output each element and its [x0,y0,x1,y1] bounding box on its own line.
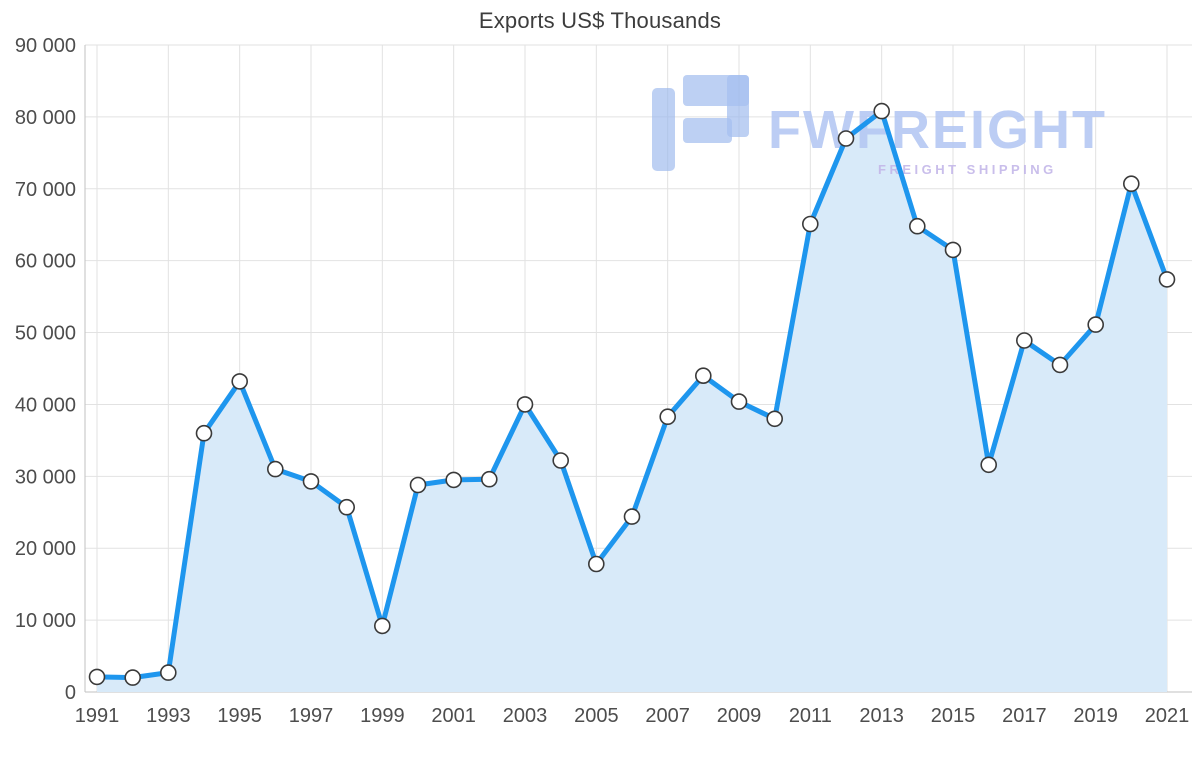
watermark: FWFREIGHT FREIGHT SHIPPING [652,75,1107,177]
data-point-marker[interactable] [231,373,248,390]
data-point-marker[interactable] [266,460,284,478]
axis-labels-layer: 1991 1993 1995 1997 1999 2001 2003 2005 2007 2009… [15,35,1189,727]
x-axis-tick-label: 2009 [717,705,762,727]
data-point-marker[interactable] [1051,356,1069,374]
data-point-marker[interactable] [659,408,677,426]
data-point-marker[interactable] [1158,271,1176,288]
data-point-marker[interactable] [801,215,819,233]
x-axis-tick-label: 2011 [789,705,832,727]
data-point-marker[interactable] [1123,175,1140,192]
x-axis-tick-label: 2013 [859,705,904,727]
data-point-marker[interactable] [88,668,106,686]
y-axis-tick-label: 70 000 [15,179,76,201]
data-point-marker[interactable] [445,471,463,489]
data-point-marker[interactable] [766,410,784,428]
x-axis-tick-label: 2005 [574,705,619,727]
y-axis-tick-label: 20 000 [15,538,76,560]
data-point-marker[interactable] [587,555,605,573]
data-point-marker[interactable] [980,456,998,474]
watermark-tagline-text: FREIGHT SHIPPING [878,162,1057,177]
y-axis-tick-label: 50 000 [15,323,76,345]
x-axis-tick-label: 1999 [360,705,405,727]
x-axis-tick-label: 2003 [503,705,548,727]
x-axis-tick-label: 2015 [931,705,976,727]
data-point-marker[interactable] [302,473,320,490]
y-axis-tick-label: 30 000 [15,466,76,488]
y-axis-tick-label: 10 000 [15,610,76,632]
data-point-marker[interactable] [409,476,427,494]
watermark-logo-icon [652,75,749,171]
x-axis-tick-label: 2017 [1002,705,1047,727]
watermark-brand-text: FWFREIGHT [768,100,1107,160]
data-point-marker[interactable] [516,396,534,413]
data-point-marker[interactable] [1016,332,1033,349]
data-point-marker[interactable] [552,452,570,469]
x-axis-tick-label: 1997 [289,705,334,727]
data-point-marker[interactable] [480,470,498,488]
y-axis-tick-label: 90 000 [15,35,76,57]
y-axis-tick-label: 60 000 [15,251,76,273]
data-point-marker[interactable] [837,130,855,147]
data-point-marker[interactable] [338,498,356,516]
x-axis-tick-label: 1995 [217,705,262,727]
area-layer [97,111,1167,693]
x-axis-tick-label: 2021 [1145,705,1190,727]
data-point-marker[interactable] [373,617,391,635]
data-point-marker[interactable] [730,393,748,410]
y-axis-tick-label: 40 000 [15,394,76,416]
data-point-marker[interactable] [195,424,213,442]
data-point-marker[interactable] [160,664,177,681]
chart-title: Exports US$ Thousands [478,8,722,33]
y-axis-tick-label: 0 [65,682,76,704]
data-point-marker[interactable] [623,508,641,525]
x-axis-tick-label: 1993 [146,705,191,727]
data-point-marker[interactable] [694,367,712,385]
data-point-marker[interactable] [873,102,891,120]
data-point-marker[interactable] [124,669,141,686]
data-point-marker[interactable] [1087,316,1104,333]
x-axis-tick-label: 1991 [75,705,120,727]
x-axis-tick-label: 2001 [431,705,476,727]
y-axis-tick-label: 80 000 [15,107,76,129]
data-point-marker[interactable] [908,217,926,235]
marker-layer [88,102,1176,686]
x-axis-tick-label: 2019 [1073,705,1118,727]
data-point-marker[interactable] [944,241,962,259]
x-axis-tick-label: 2007 [645,705,690,727]
series-area-fill [97,111,1167,693]
